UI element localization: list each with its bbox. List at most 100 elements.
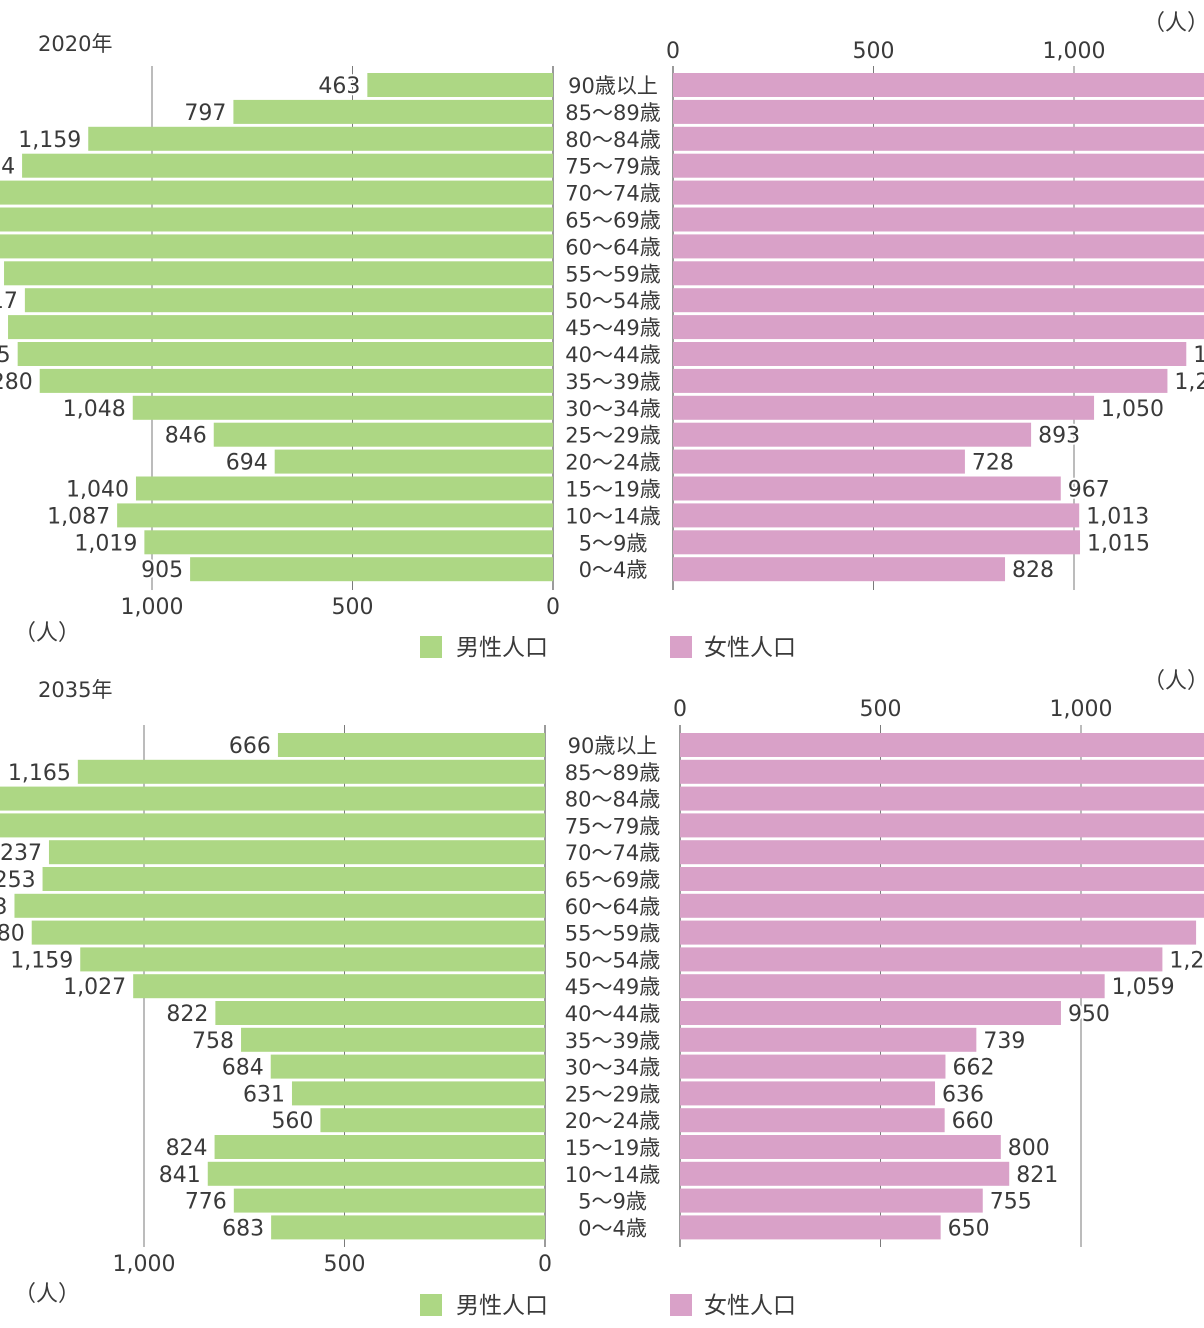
age-category-label: 35〜39歳 — [565, 1029, 660, 1053]
bar-female — [673, 503, 1080, 528]
data-label-female: 1,050 — [1101, 397, 1164, 422]
bar-male — [39, 368, 554, 393]
bar-female — [673, 395, 1095, 420]
legend-swatch-female — [670, 636, 692, 658]
bar-male — [0, 234, 553, 259]
age-category-label: 10〜14歳 — [565, 1163, 660, 1187]
data-label-male: 1,253 — [0, 868, 36, 893]
unit-label-female: （人） — [1143, 669, 1204, 694]
data-label-male: 1,359 — [0, 316, 1, 341]
data-label-female: 893 — [1038, 424, 1080, 449]
data-label-female: 662 — [952, 1056, 994, 1081]
data-label-male: 1,048 — [63, 397, 126, 422]
bar-female — [680, 813, 1204, 838]
data-label-male: 1,165 — [8, 761, 71, 786]
age-category-label: 60〜64歳 — [565, 895, 660, 919]
data-label-male: 776 — [185, 1190, 227, 1215]
data-label-male: 1,317 — [0, 289, 18, 314]
data-label-male: 797 — [184, 101, 226, 126]
age-category-label: 80〜84歳 — [565, 788, 660, 812]
age-category-label: 75〜79歳 — [565, 814, 660, 838]
age-category-label: 15〜19歳 — [565, 478, 660, 502]
data-label-male: 758 — [192, 1029, 234, 1054]
tick-label-male: 0 — [538, 1252, 552, 1277]
bar-male — [271, 1215, 545, 1240]
age-category-label: 0〜4歳 — [578, 1216, 647, 1240]
data-label-female: 1,059 — [1112, 975, 1175, 1000]
data-label-female: 650 — [948, 1216, 990, 1241]
age-category-label: 70〜74歳 — [565, 182, 660, 206]
legend-label-female: 女性人口 — [704, 1293, 796, 1319]
bar-male — [320, 1108, 545, 1133]
data-label-female: 1,015 — [1087, 531, 1150, 556]
data-label-male: 1,040 — [66, 478, 129, 503]
bar-female — [680, 1188, 983, 1213]
age-category-label: 10〜14歳 — [565, 504, 660, 528]
data-label-male: 846 — [165, 424, 207, 449]
chart-title: 2020年 — [38, 32, 112, 56]
data-label-female: 728 — [972, 451, 1014, 476]
data-label-female: 800 — [1008, 1136, 1050, 1161]
age-category-label: 50〜54歳 — [565, 948, 660, 972]
pyramid-panel-1: 2035年（人）（人）005005001,0001,0001,5001,5002… — [0, 669, 1204, 1319]
data-label-male: 1,237 — [0, 841, 42, 866]
data-label-female: 1,013 — [1086, 504, 1149, 529]
bar-male — [274, 449, 553, 474]
bar-male — [277, 733, 545, 757]
data-label-male: 1,323 — [0, 895, 7, 920]
age-category-label: 65〜69歳 — [565, 209, 660, 233]
data-label-female: 967 — [1068, 478, 1110, 503]
bar-female — [680, 733, 1204, 757]
data-label-female: 828 — [1012, 558, 1054, 583]
data-label-male: 1,324 — [0, 155, 15, 180]
bar-female — [673, 234, 1204, 259]
bar-female — [680, 867, 1204, 891]
bar-male — [48, 840, 545, 865]
bar-male — [213, 422, 553, 447]
data-label-male: 905 — [141, 558, 183, 583]
data-label-female: 755 — [990, 1190, 1032, 1215]
age-category-label: 50〜54歳 — [565, 289, 660, 313]
bar-female — [673, 207, 1204, 232]
bar-male — [42, 867, 546, 891]
age-category-label: 20〜24歳 — [565, 1109, 660, 1133]
age-category-label: 70〜74歳 — [565, 841, 660, 865]
data-label-female: 1,280 — [1193, 343, 1204, 368]
bar-female — [673, 180, 1204, 205]
bar-male — [214, 1135, 546, 1159]
bar-female — [673, 153, 1204, 178]
data-label-male: 1,159 — [18, 128, 81, 153]
bar-female — [680, 1054, 946, 1079]
data-label-male: 1,335 — [0, 343, 11, 368]
bar-male — [0, 180, 554, 205]
bar-male — [233, 1188, 545, 1213]
data-label-female: 950 — [1068, 1002, 1110, 1027]
age-category-label: 85〜89歳 — [565, 101, 660, 125]
bar-female — [673, 342, 1187, 366]
bar-male — [144, 530, 554, 555]
bar-male — [77, 759, 546, 784]
age-category-label: 80〜84歳 — [565, 128, 660, 152]
bar-male — [215, 1001, 546, 1025]
bar-male — [117, 503, 553, 528]
tick-label-male: 1,000 — [113, 1252, 176, 1277]
tick-label-female: 500 — [860, 697, 902, 722]
data-label-female: 660 — [952, 1109, 994, 1134]
bar-male — [8, 315, 553, 340]
tick-label-male: 500 — [324, 1252, 366, 1277]
bar-male — [24, 288, 554, 313]
bar-female — [673, 422, 1032, 447]
bar-female — [680, 893, 1204, 918]
age-category-label: 30〜34歳 — [565, 397, 660, 421]
bar-female — [673, 476, 1061, 501]
data-label-male: 1,280 — [0, 370, 33, 395]
pyramid-panel-0: 2020年（人）（人）005005001,0001,0001,5001,5002… — [0, 11, 1204, 661]
bar-male — [0, 207, 553, 232]
age-category-label: 60〜64歳 — [565, 235, 660, 259]
bar-male — [291, 1081, 545, 1106]
bar-female — [673, 288, 1204, 313]
age-category-label: 90歳以上 — [568, 734, 658, 758]
bar-female — [680, 947, 1163, 972]
legend: 男性人口 女性人口 — [420, 1293, 796, 1319]
data-label-male: 1,027 — [63, 975, 126, 1000]
